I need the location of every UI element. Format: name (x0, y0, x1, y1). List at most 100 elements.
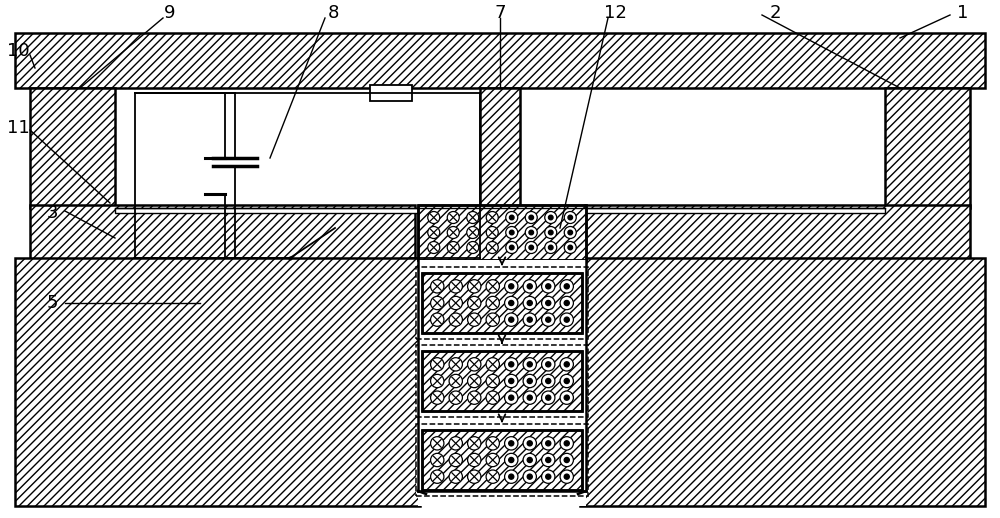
Circle shape (486, 296, 499, 310)
Text: 7: 7 (494, 4, 506, 22)
Circle shape (564, 317, 569, 322)
Circle shape (431, 470, 444, 483)
Text: 12: 12 (604, 4, 626, 22)
Circle shape (560, 437, 573, 450)
Circle shape (486, 241, 498, 253)
Circle shape (431, 296, 444, 310)
Circle shape (467, 211, 479, 223)
Circle shape (449, 313, 462, 326)
Bar (418, 205, 586, 260)
Circle shape (560, 357, 573, 371)
Bar (585, 205, 970, 260)
Circle shape (428, 226, 440, 238)
Circle shape (447, 226, 459, 238)
Circle shape (560, 296, 573, 310)
Circle shape (546, 300, 551, 306)
Circle shape (546, 379, 551, 383)
Bar (30, 88, 115, 208)
Circle shape (523, 296, 536, 310)
Circle shape (509, 284, 514, 289)
Circle shape (509, 245, 514, 250)
Circle shape (529, 230, 534, 235)
Circle shape (568, 245, 573, 250)
Circle shape (447, 211, 459, 223)
Circle shape (523, 391, 536, 405)
Bar (30, 205, 415, 260)
Circle shape (449, 280, 462, 293)
Circle shape (467, 226, 479, 238)
Bar (370, 85, 412, 101)
Circle shape (468, 470, 481, 483)
Circle shape (545, 241, 557, 253)
Circle shape (523, 375, 536, 387)
Bar (422, 430, 582, 490)
Circle shape (486, 375, 499, 387)
Circle shape (564, 211, 576, 223)
Circle shape (431, 357, 444, 371)
Circle shape (542, 313, 555, 326)
Circle shape (542, 391, 555, 405)
Circle shape (564, 457, 569, 463)
Circle shape (568, 230, 573, 235)
Bar (115, 208, 885, 213)
Circle shape (564, 395, 569, 400)
Circle shape (509, 379, 514, 383)
Circle shape (564, 379, 569, 383)
Circle shape (431, 313, 444, 326)
Bar (15, 33, 985, 88)
Circle shape (525, 211, 537, 223)
Circle shape (527, 395, 532, 400)
Circle shape (542, 375, 555, 387)
Bar (416, 345, 588, 417)
Circle shape (542, 453, 555, 467)
Text: 11: 11 (7, 119, 29, 137)
Text: 2: 2 (769, 4, 781, 22)
Circle shape (506, 211, 518, 223)
Circle shape (505, 391, 518, 405)
Circle shape (523, 313, 536, 326)
Circle shape (449, 357, 462, 371)
Bar (422, 273, 582, 333)
Circle shape (525, 241, 537, 253)
Circle shape (542, 437, 555, 450)
Circle shape (486, 357, 499, 371)
Circle shape (560, 391, 573, 405)
Circle shape (523, 280, 536, 293)
Circle shape (449, 375, 462, 387)
Circle shape (509, 395, 514, 400)
Circle shape (546, 457, 551, 463)
Circle shape (509, 474, 514, 479)
Circle shape (468, 296, 481, 310)
Circle shape (505, 296, 518, 310)
Circle shape (529, 215, 534, 220)
Circle shape (509, 457, 514, 463)
Circle shape (546, 474, 551, 479)
Circle shape (560, 453, 573, 467)
Circle shape (564, 284, 569, 289)
Circle shape (486, 453, 499, 467)
Circle shape (523, 357, 536, 371)
Circle shape (486, 391, 499, 405)
Circle shape (548, 215, 553, 220)
Circle shape (542, 470, 555, 483)
Text: 9: 9 (164, 4, 176, 22)
Circle shape (527, 284, 532, 289)
Circle shape (564, 300, 569, 306)
Circle shape (523, 453, 536, 467)
Circle shape (564, 362, 569, 367)
Circle shape (505, 357, 518, 371)
Text: 10: 10 (7, 42, 29, 60)
Circle shape (564, 474, 569, 479)
Circle shape (546, 395, 551, 400)
Circle shape (523, 470, 536, 483)
Circle shape (449, 391, 462, 405)
Circle shape (428, 241, 440, 253)
Circle shape (449, 453, 462, 467)
Circle shape (527, 362, 532, 367)
Circle shape (509, 215, 514, 220)
Circle shape (431, 437, 444, 450)
Circle shape (428, 211, 440, 223)
Circle shape (505, 437, 518, 450)
Circle shape (564, 241, 576, 253)
Bar (416, 267, 588, 339)
